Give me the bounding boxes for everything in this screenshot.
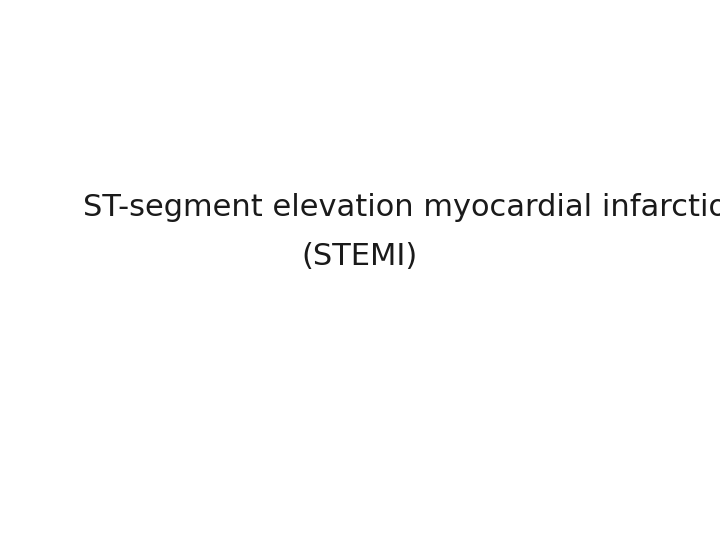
Text: ST-segment elevation myocardial infarction: ST-segment elevation myocardial infarcti… bbox=[83, 193, 720, 222]
Text: (STEMI): (STEMI) bbox=[302, 242, 418, 271]
